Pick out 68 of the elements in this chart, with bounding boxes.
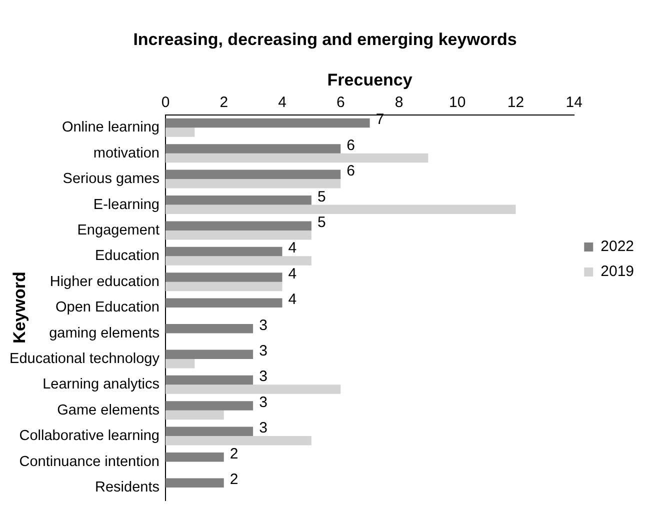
x-axis-title: Frecuency (327, 70, 413, 90)
y-tick-label: Educational technology (10, 350, 160, 367)
data-label: 5 (317, 214, 326, 231)
y-tick-label: Game elements (57, 402, 160, 418)
x-tick-label: 2 (220, 94, 228, 111)
y-tick-label: Continuance intention (19, 454, 160, 470)
chart-title: Increasing, decreasing and emerging keywords (133, 30, 517, 49)
y-tick-label: E-learning (93, 196, 160, 213)
bar (166, 230, 312, 240)
y-tick-label: motivation (93, 145, 160, 162)
bar (166, 436, 312, 446)
data-label: 2 (230, 445, 238, 462)
bar (166, 350, 254, 359)
bar (166, 256, 312, 266)
bar (166, 410, 224, 420)
y-tick-label: Open Education (56, 300, 160, 316)
y-tick-label: Residents (95, 479, 160, 496)
bar (166, 179, 341, 188)
data-label: 6 (346, 162, 355, 180)
data-label: 6 (346, 136, 355, 154)
data-label: 4 (288, 291, 297, 308)
bar (166, 204, 516, 214)
bar (166, 401, 254, 410)
data-label: 3 (259, 316, 268, 334)
bar (166, 170, 341, 180)
bar (166, 246, 282, 256)
bar (166, 196, 312, 205)
data-label: 4 (288, 240, 297, 257)
y-tick-label: gaming elements (49, 325, 160, 342)
data-label: 3 (259, 420, 268, 437)
data-label: 5 (317, 188, 326, 206)
bar (166, 384, 341, 394)
y-tick-label: Online learning (62, 120, 160, 136)
bar (166, 221, 312, 230)
bar (166, 358, 195, 368)
data-label: 3 (259, 368, 268, 386)
legend-label: 2022 (600, 238, 634, 256)
legend-label: 2019 (600, 263, 634, 280)
x-tick-label: 12 (507, 94, 524, 111)
bar (166, 375, 254, 385)
y-tick-label: Higher education (50, 274, 160, 290)
y-tick-label: Engagement (77, 222, 160, 238)
bar (166, 298, 282, 308)
data-label: 2 (230, 470, 238, 488)
x-tick-label: 8 (394, 94, 404, 111)
bar (166, 128, 195, 137)
bar (166, 324, 254, 334)
y-axis-title: Keyword (10, 272, 29, 344)
y-tick-label: Education (95, 248, 160, 264)
x-tick-label: 6 (336, 94, 345, 111)
bar (166, 153, 428, 163)
bar (166, 118, 370, 128)
data-label: 3 (259, 394, 268, 411)
x-tick-label: 0 (161, 94, 170, 111)
x-tick-label: 4 (278, 94, 286, 111)
bar (166, 272, 282, 282)
bar (166, 478, 224, 488)
data-label: 4 (288, 265, 297, 282)
x-tick-label: 10 (449, 94, 466, 111)
bar (166, 426, 254, 436)
bar (166, 144, 341, 154)
y-tick-label: Learning analytics (42, 376, 160, 393)
x-tick-label: 14 (566, 94, 582, 111)
bar (166, 452, 224, 462)
data-label: 3 (259, 342, 268, 360)
bar (166, 282, 282, 292)
y-tick-label: Serious games (62, 171, 160, 188)
y-tick-label: Collaborative learning (19, 428, 160, 444)
